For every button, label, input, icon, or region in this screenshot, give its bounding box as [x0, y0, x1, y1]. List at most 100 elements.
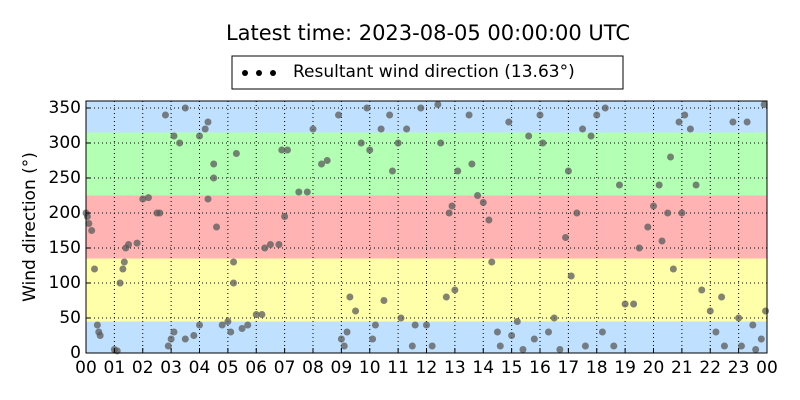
point: [144, 194, 152, 202]
point: [224, 318, 232, 325]
point: [167, 335, 175, 343]
point: [227, 328, 235, 336]
point: [474, 192, 482, 199]
point: [579, 125, 587, 133]
point: [635, 244, 643, 252]
point: [369, 335, 377, 343]
point: [343, 328, 351, 336]
point: [678, 209, 686, 217]
point: [735, 314, 743, 322]
plot-area: [82, 101, 770, 355]
point: [363, 104, 371, 112]
point: [442, 293, 450, 301]
point: [176, 139, 184, 147]
x-tick-label: 21: [671, 358, 693, 378]
y-tick-label: 150: [49, 238, 81, 258]
x-tick-label: 23: [728, 358, 750, 378]
point: [681, 111, 689, 119]
point: [411, 321, 419, 329]
point: [564, 167, 572, 175]
point: [562, 234, 570, 241]
y-tick-label: 200: [49, 203, 81, 223]
point: [567, 272, 575, 280]
point: [445, 209, 453, 217]
x-tick-label: 03: [160, 358, 182, 378]
point: [423, 321, 430, 329]
point: [196, 321, 203, 329]
point: [686, 125, 694, 133]
point: [485, 216, 493, 224]
point: [403, 125, 411, 133]
point: [388, 167, 396, 175]
point: [437, 139, 445, 147]
point: [536, 111, 544, 119]
point: [729, 118, 737, 126]
point: [164, 342, 172, 350]
point: [601, 104, 609, 112]
point: [366, 146, 374, 154]
point: [720, 342, 728, 350]
point: [258, 311, 266, 318]
point: [448, 202, 456, 210]
y-tick-label: 300: [49, 133, 81, 153]
x-tick-label: 14: [472, 358, 494, 378]
point: [454, 167, 462, 175]
point: [397, 314, 405, 322]
point: [610, 342, 618, 350]
point: [525, 132, 533, 140]
point: [630, 300, 638, 308]
point: [95, 328, 103, 336]
x-tick-label: 11: [387, 358, 409, 378]
y-tick-label: 250: [49, 168, 81, 188]
point: [760, 101, 768, 108]
legend: Resultant wind direction (13.63°): [231, 55, 624, 90]
point: [266, 241, 274, 248]
legend-marker: [270, 70, 276, 76]
point: [88, 227, 96, 234]
point: [434, 101, 442, 108]
point: [493, 328, 501, 336]
point: [488, 258, 496, 266]
point: [698, 286, 706, 294]
point: [468, 160, 476, 168]
point: [218, 321, 226, 329]
point: [371, 321, 379, 329]
point: [655, 181, 663, 189]
point: [545, 328, 553, 336]
point: [479, 199, 487, 206]
point: [323, 157, 331, 164]
point: [125, 241, 133, 248]
point: [116, 279, 124, 287]
point: [238, 325, 246, 332]
point: [615, 181, 623, 189]
band: [86, 101, 767, 133]
point: [408, 342, 416, 350]
point: [539, 139, 547, 147]
y-axis-label: Wind direction (°): [20, 152, 40, 302]
x-tick-label: 00: [756, 358, 778, 378]
chart-title: Latest time: 2023-08-05 00:00:00 UTC: [226, 21, 630, 45]
y-tick-label: 350: [49, 98, 81, 118]
point: [644, 223, 652, 231]
point: [318, 160, 326, 168]
point: [451, 286, 459, 294]
x-tick-label: 15: [501, 358, 523, 378]
point: [261, 244, 269, 252]
point: [275, 241, 283, 248]
point: [232, 150, 240, 157]
point: [337, 335, 345, 343]
point: [119, 265, 127, 273]
x-tick-label: 01: [104, 358, 126, 378]
point: [530, 335, 538, 343]
point: [352, 307, 360, 315]
point: [757, 335, 765, 343]
x-tick-label: 18: [586, 358, 608, 378]
point: [303, 188, 311, 196]
point: [581, 342, 589, 350]
point: [556, 346, 564, 353]
point: [417, 104, 425, 112]
y-tick-label: 100: [49, 273, 81, 293]
point: [762, 307, 770, 315]
point: [386, 111, 394, 119]
